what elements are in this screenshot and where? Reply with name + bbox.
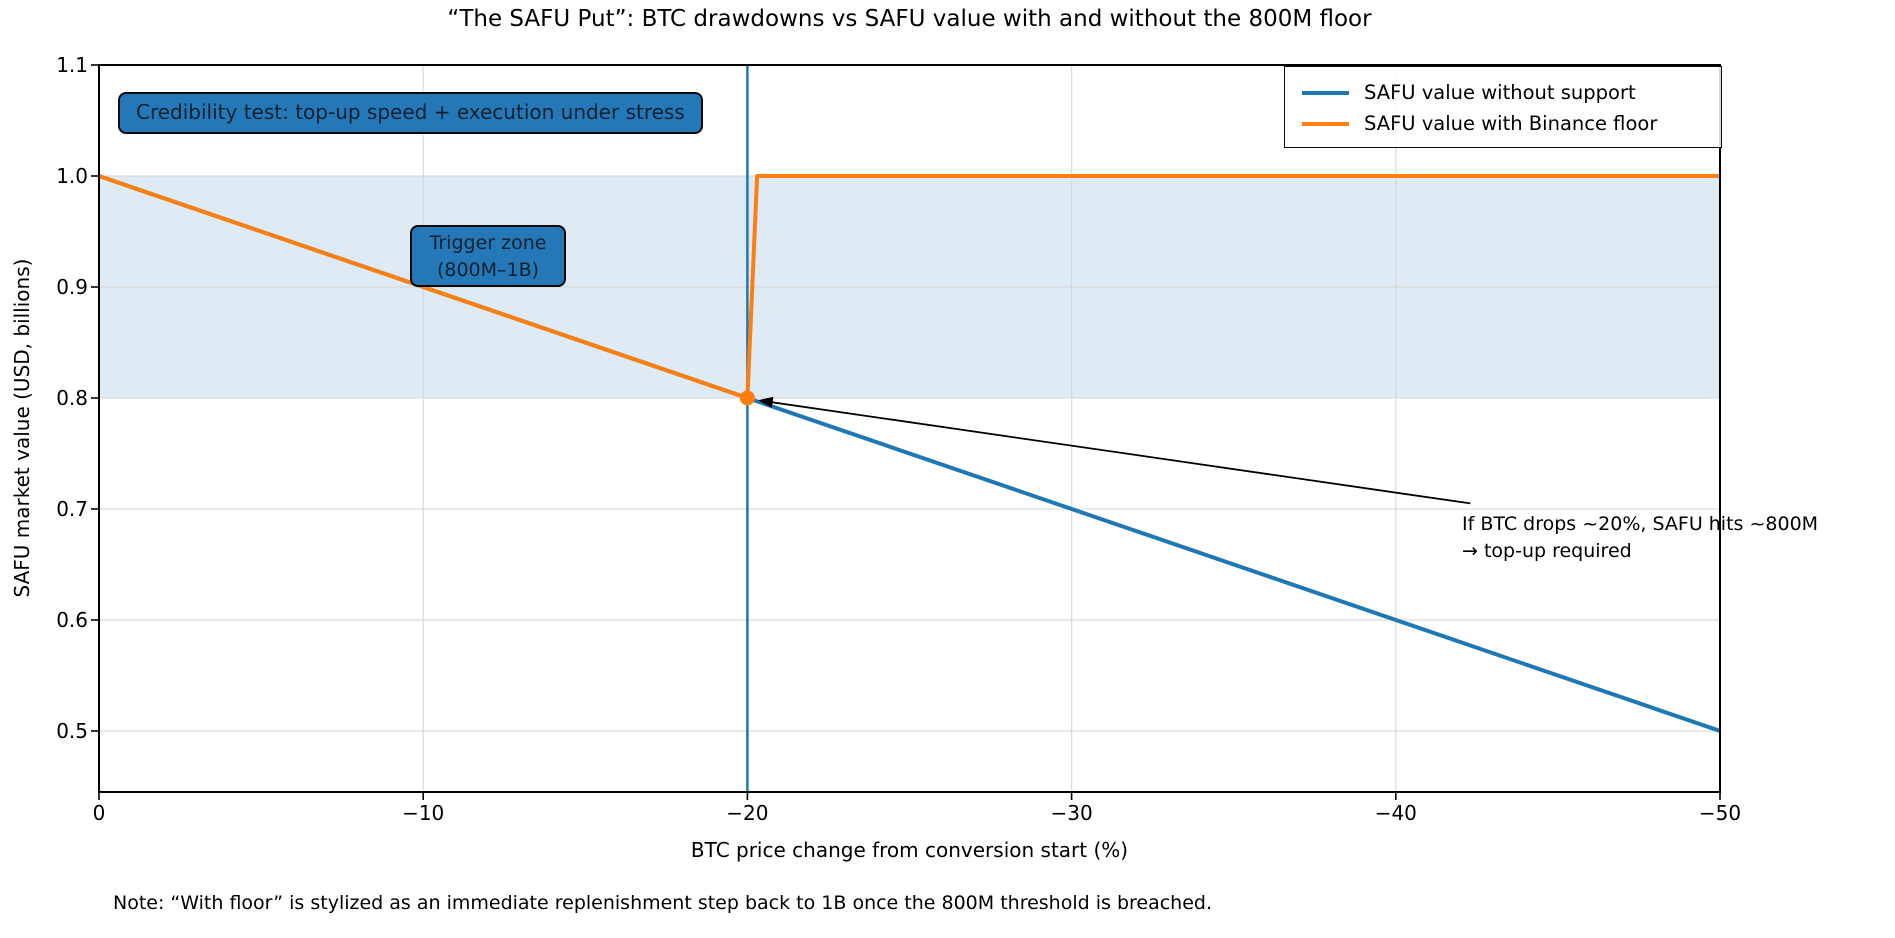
trigger-point-marker (739, 390, 755, 406)
footnote: Note: “With floor” is stylized as an imm… (113, 892, 1213, 914)
legend-item-without-support: SAFU value without support (1285, 77, 1721, 108)
legend: SAFU value without support SAFU value wi… (1284, 66, 1722, 148)
y-tick-label: 0.9 (56, 274, 88, 299)
legend-label: SAFU value without support (1364, 81, 1636, 104)
y-tick-label: 1.1 (56, 53, 88, 77)
legend-label: SAFU value with Binance floor (1364, 112, 1658, 135)
x-tick-label: −50 (1698, 801, 1742, 825)
x-tick-label: 0 (92, 801, 106, 825)
annotation-arrow-head-icon (757, 396, 774, 408)
arrow-annotation-line1: If BTC drops ~20%, SAFU hits ~800M (1462, 513, 1819, 535)
annotation-arrow-line (761, 399, 1471, 505)
trigger-zone-callout: Trigger zone (800M–1B) (410, 225, 566, 287)
trigger-zone-line2: (800M–1B) (436, 259, 540, 281)
y-axis-label: SAFU market value (USD, billions) (10, 258, 34, 598)
x-tick-label: −40 (1374, 801, 1417, 825)
trigger-zone-line1: Trigger zone (429, 232, 547, 254)
arrow-annotation-text: If BTC drops ~20%, SAFU hits ~800M → top… (1462, 511, 1818, 565)
legend-line-orange-icon (1302, 121, 1349, 126)
y-tick-label: 0.7 (56, 496, 88, 521)
legend-line-blue-icon (1302, 90, 1349, 95)
y-tick-label: 0.8 (56, 385, 88, 410)
y-tick-label: 0.6 (56, 607, 88, 632)
credibility-callout: Credibility test: top-up speed + executi… (118, 92, 703, 134)
y-tick-label: 0.5 (56, 718, 88, 743)
legend-item-with-floor: SAFU value with Binance floor (1285, 108, 1721, 139)
arrow-annotation-line2: → top-up required (1462, 540, 1632, 562)
x-tick-label: −10 (402, 801, 445, 825)
x-tick-label: −30 (1050, 801, 1093, 825)
axes-spines (98, 64, 1721, 793)
x-axis-label: BTC price change from conversion start (… (690, 838, 1129, 862)
chart-title: “The SAFU Put”: BTC drawdowns vs SAFU va… (447, 6, 1372, 32)
x-tick-label: −20 (726, 801, 769, 825)
y-tick-label: 1.0 (56, 163, 88, 188)
